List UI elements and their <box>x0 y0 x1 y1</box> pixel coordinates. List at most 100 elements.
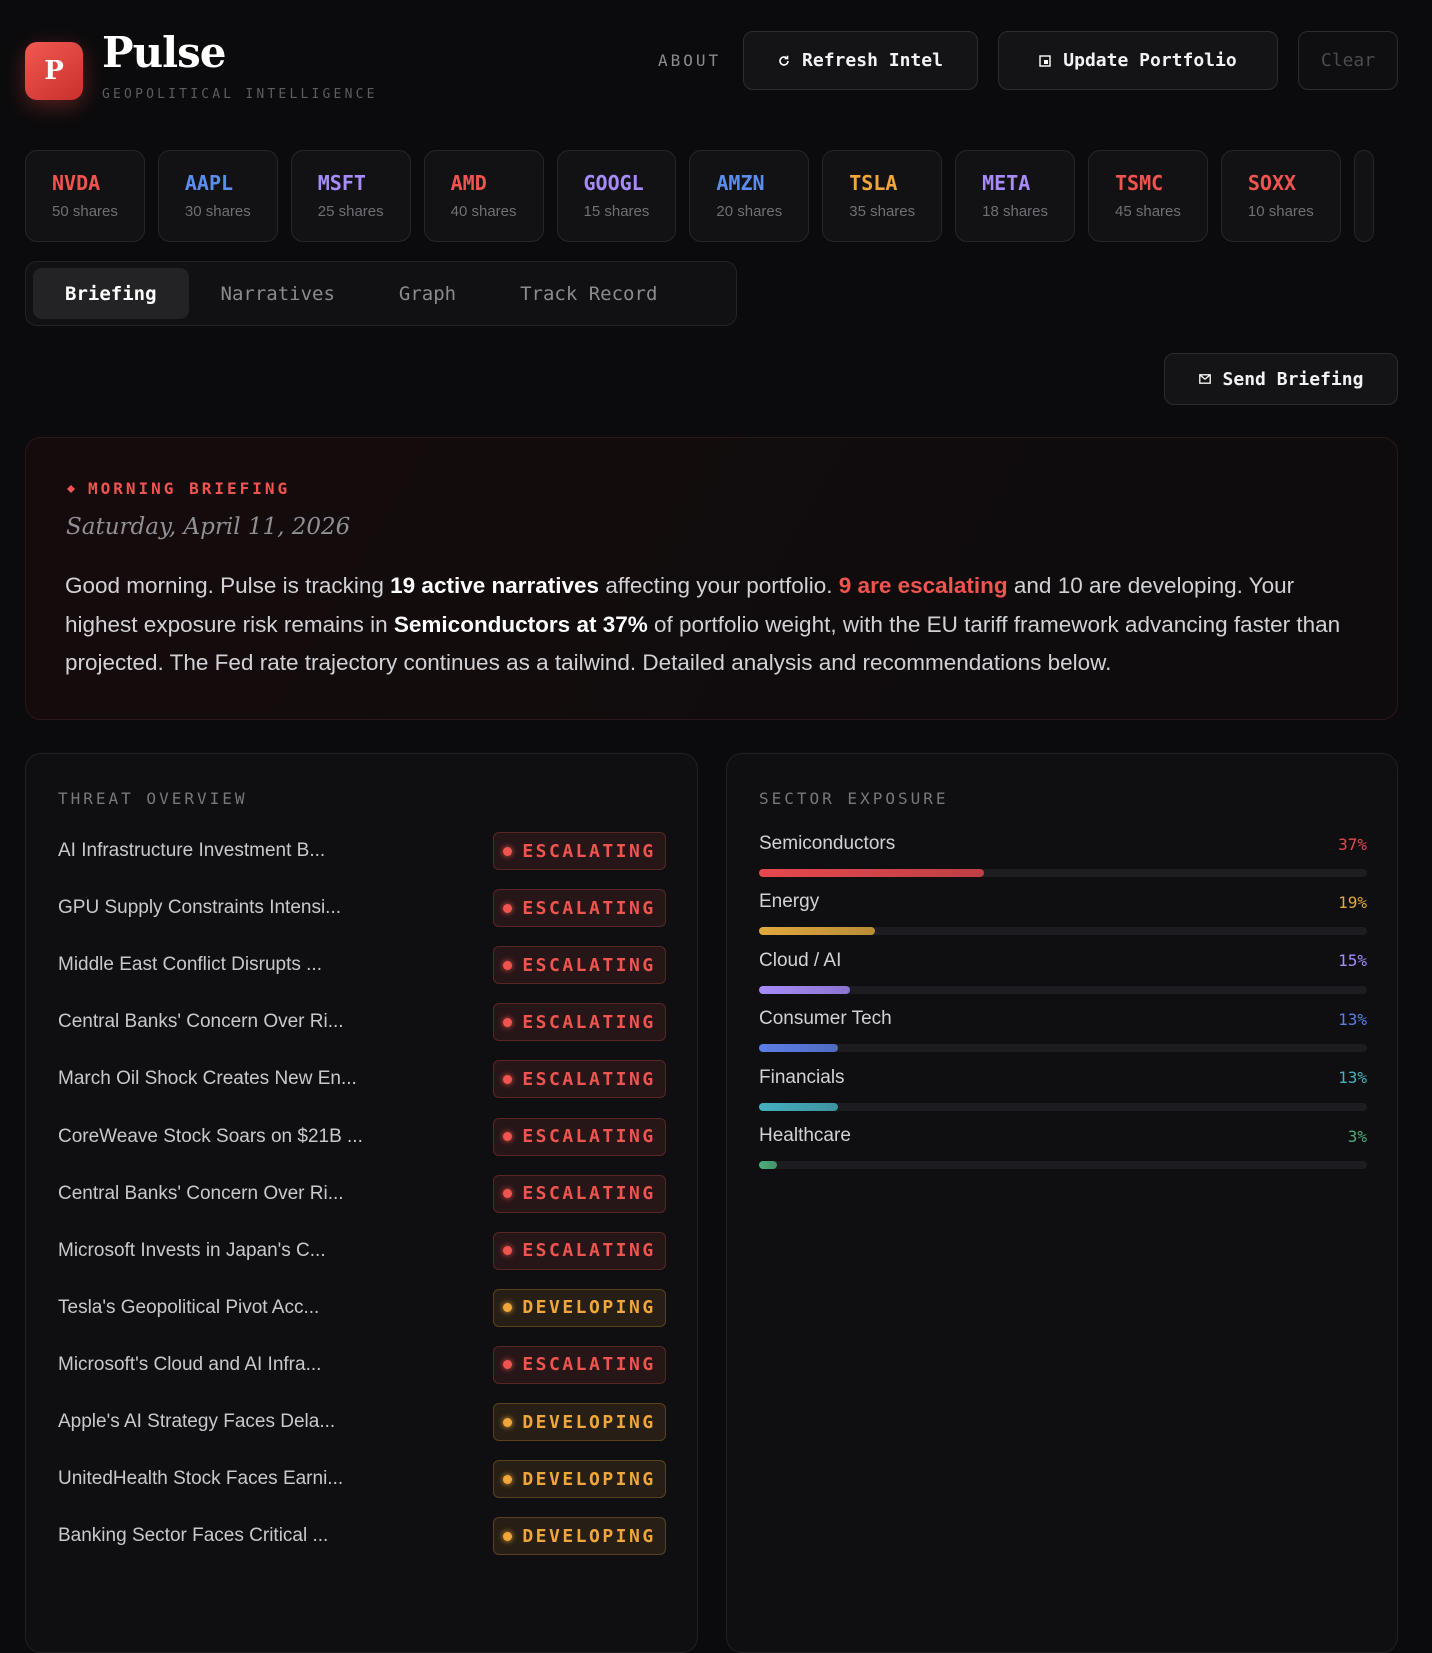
threat-row[interactable]: AI Infrastructure Investment B... ESCALAT… <box>58 832 666 870</box>
ticker-card[interactable]: GOOGL 15 shares <box>556 150 677 242</box>
sector-name: Consumer Tech <box>759 1008 892 1030</box>
status-dot <box>503 1017 513 1027</box>
status-label: ESCALATING <box>522 1011 656 1033</box>
text: of portfolio weight, with the EU tariff … <box>65 611 1341 676</box>
clear-button[interactable]: Clear <box>1298 31 1398 90</box>
panel-title: THREAT OVERVIEW <box>58 789 248 808</box>
sector-name: Energy <box>759 891 820 913</box>
status-dot <box>503 846 513 856</box>
ticker-symbol: AMD <box>450 171 487 195</box>
ticker-symbol: GOOGL <box>583 171 644 195</box>
threat-row[interactable]: Banking Sector Faces Critical ... DEVELOP… <box>58 1517 666 1556</box>
ticker-card[interactable]: TSMC 45 shares <box>1088 150 1208 242</box>
button-label: Update Portfolio <box>1063 50 1237 71</box>
status-badge: DEVELOPING <box>493 1460 666 1499</box>
threat-name: Apple's AI Strategy Faces Dela... <box>58 1411 336 1432</box>
tab[interactable]: Graph <box>398 282 457 305</box>
status-badge: ESCALATING <box>493 889 666 928</box>
threat-row[interactable]: GPU Supply Constraints Intensi... ESCALAT… <box>58 889 666 928</box>
ticker-symbol: TSLA <box>849 171 898 195</box>
ticker-shares: 15 shares <box>583 203 650 220</box>
ticker-shares: 50 shares <box>52 203 118 220</box>
ticker-card[interactable]: AAPL 30 shares <box>157 150 278 242</box>
sector-bar <box>759 1102 839 1111</box>
text-alert: 9 are escalating <box>838 573 1008 598</box>
status-dot <box>503 1074 513 1084</box>
ticker-shares: 20 shares <box>716 203 783 220</box>
sector-name: Cloud / AI <box>759 949 842 971</box>
status-dot <box>503 1246 513 1256</box>
threat-row[interactable]: UnitedHealth Stock Faces Earni... DEVELOP… <box>58 1460 666 1499</box>
ticker-shares: 18 shares <box>982 203 1048 220</box>
threat-row[interactable]: March Oil Shock Creates New En... ESCALAT… <box>58 1060 666 1099</box>
threat-row[interactable]: Middle East Conflict Disrupts ... ESCALAT… <box>58 946 666 985</box>
ticker-shares: 40 shares <box>450 203 517 220</box>
tab[interactable]: Narratives <box>220 282 335 305</box>
threat-row[interactable]: Central Banks' Concern Over Ri... ESCALAT… <box>58 1003 666 1042</box>
threat-name: AI Infrastructure Investment B... <box>58 840 326 861</box>
tab[interactable]: Briefing <box>33 268 189 319</box>
sector-percent: 13% <box>1338 1068 1367 1088</box>
sector-percent: 15% <box>1338 951 1367 971</box>
tab-bar: Briefing Narratives Graph Track Record <box>25 261 737 326</box>
sector-bar <box>759 927 875 936</box>
threat-row[interactable]: Central Banks' Concern Over Ri... ESCALAT… <box>58 1174 666 1213</box>
status-badge: DEVELOPING <box>493 1517 666 1556</box>
ticker-shares: 25 shares <box>317 203 384 220</box>
refresh-icon <box>779 55 789 66</box>
ticker-card[interactable]: AMZN 20 shares <box>689 150 810 242</box>
ticker-symbol: META <box>982 171 1031 195</box>
sector-head: Healthcare 3% <box>759 1124 1367 1148</box>
status-badge: ESCALATING <box>493 1003 666 1042</box>
threat-row[interactable]: Microsoft Invests in Japan's C... ESCALAT… <box>58 1231 666 1270</box>
update-portfolio-button[interactable]: Update Portfolio <box>998 31 1278 90</box>
sector-name: Semiconductors <box>759 833 896 854</box>
status-dot <box>503 1531 513 1541</box>
tab[interactable]: Track Record <box>520 282 658 305</box>
ticker-symbol: SOXX <box>1247 171 1297 195</box>
ticker-card[interactable]: MSFT 25 shares <box>290 150 411 242</box>
ticker-card[interactable]: AMD 40 shares <box>423 150 544 242</box>
status-badge: ESCALATING <box>493 1117 666 1156</box>
sector-row: Financials 13% <box>759 1066 1367 1111</box>
send-briefing-button[interactable]: Send Briefing <box>1164 353 1398 405</box>
status-dot <box>503 960 513 970</box>
sector-track <box>759 1161 1367 1169</box>
ticker-symbol: MSFT <box>317 171 366 195</box>
sector-percent: 3% <box>1347 1126 1367 1146</box>
sector-bar <box>759 869 984 877</box>
sector-panel: SECTOR EXPOSURE Semiconductors 37% Energy 1… <box>726 753 1398 1653</box>
status-label: ESCALATING <box>522 1068 656 1090</box>
sector-name: Financials <box>759 1066 845 1088</box>
briefing-label-row: MORNING BRIEFING <box>66 479 290 498</box>
sector-head: Consumer Tech 13% <box>759 1007 1367 1031</box>
pulse-app: P Pulse GEOPOLITICAL INTELLIGENCE ABOUT … <box>25 28 1398 1653</box>
status-badge: ESCALATING <box>493 1060 666 1099</box>
threat-row[interactable]: Tesla's Geopolitical Pivot Acc... DEVELOP… <box>58 1288 666 1327</box>
status-dot <box>503 1360 513 1370</box>
status-label: ESCALATING <box>522 897 656 919</box>
sector-percent: 13% <box>1338 1009 1367 1029</box>
button-label: Send Briefing <box>1222 368 1364 390</box>
diamond-icon <box>67 484 75 493</box>
threat-name: March Oil Shock Creates New En... <box>58 1068 357 1090</box>
status-dot <box>503 903 513 913</box>
status-dot <box>503 1474 513 1484</box>
status-label: ESCALATING <box>522 954 656 976</box>
threat-row[interactable]: CoreWeave Stock Soars on $21B ... ESCALAT… <box>58 1117 666 1156</box>
ticker-card[interactable]: SOXX 10 shares <box>1220 150 1341 242</box>
refresh-button[interactable]: Refresh Intel <box>743 31 978 90</box>
briefing-date: Saturday, April 11, 2026 <box>66 514 351 540</box>
sector-row: Consumer Tech 13% <box>759 1007 1367 1053</box>
threat-row[interactable]: Apple's AI Strategy Faces Dela... DEVELOP… <box>58 1403 666 1441</box>
threat-row[interactable]: Microsoft's Cloud and AI Infra... ESCALAT… <box>58 1345 666 1384</box>
ticker-card[interactable]: NVDA 50 shares <box>25 150 145 242</box>
ticker-shares: 30 shares <box>184 203 251 220</box>
ticker-card[interactable] <box>1353 150 1374 242</box>
ticker-card[interactable]: META 18 shares <box>955 150 1075 242</box>
sector-percent: 19% <box>1338 892 1367 912</box>
ticker-card[interactable]: TSLA 35 shares <box>822 150 943 242</box>
about-link[interactable]: ABOUT <box>658 51 722 70</box>
status-badge: ESCALATING <box>493 1345 666 1384</box>
text-bold: Semiconductors at 37% <box>393 611 648 637</box>
